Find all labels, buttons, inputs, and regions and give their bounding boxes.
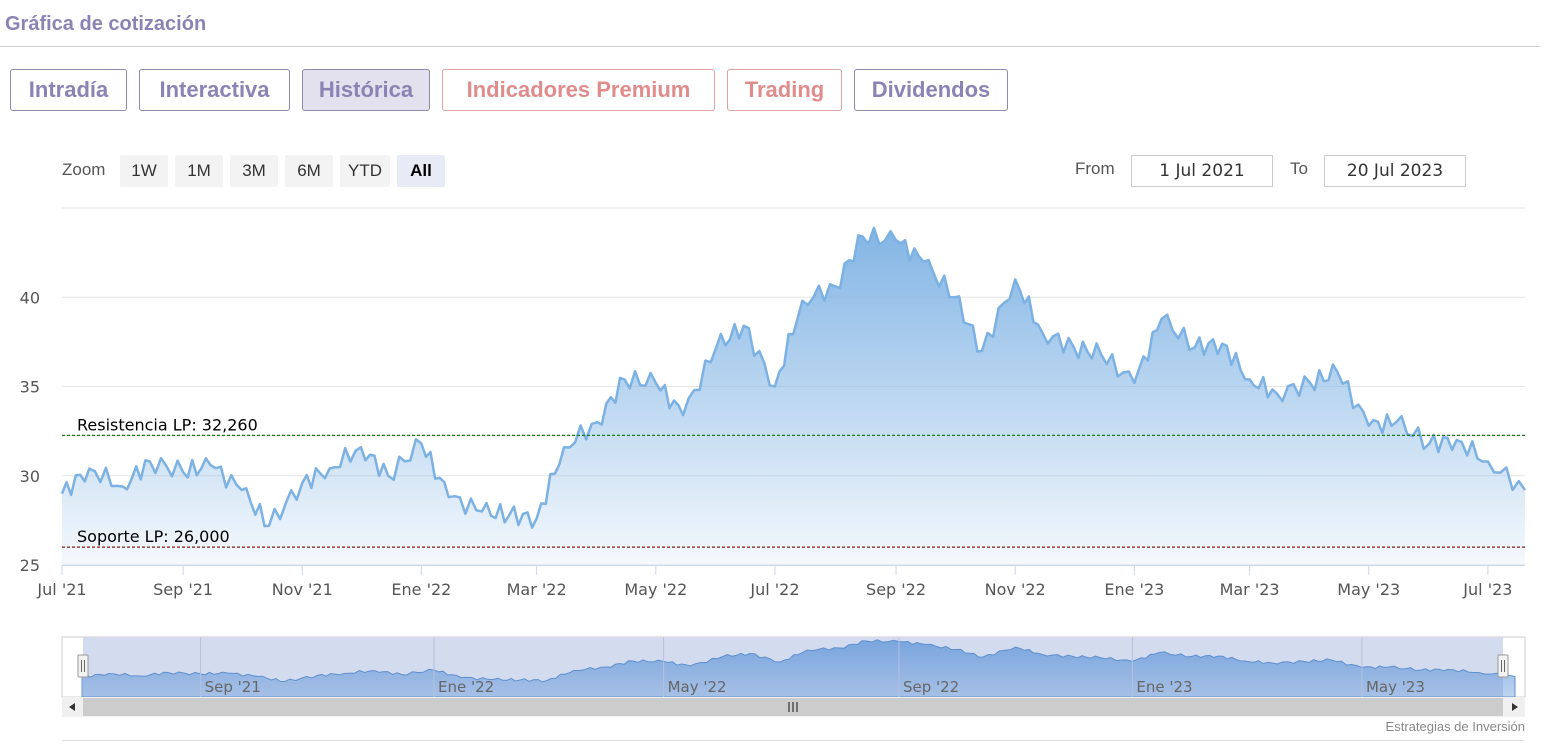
navigator-area [81,639,1516,698]
tab-intradia[interactable]: Intradía [10,69,127,111]
x-tick-label: May '22 [624,580,687,599]
navigator-tick-label: May '23 [1366,678,1425,696]
price-area-fill [62,227,1525,565]
x-tick-label: May '23 [1337,580,1400,599]
zoom-label: Zoom [62,160,106,179]
navigator-selection [83,637,1503,697]
tab-historica[interactable]: Histórica [302,69,430,111]
scroll-right-arrow-icon[interactable] [1512,703,1518,711]
y-tick-label: 40 [20,288,40,307]
x-tick-label: Nov '22 [985,580,1046,599]
tab-trading[interactable]: Trading [727,69,842,111]
zoom-all-button[interactable]: All [397,155,445,187]
x-tick-label: Sep '22 [866,580,926,599]
support-label: Soporte LP: 26,000 [77,527,230,546]
chart-credit[interactable]: Estrategias de Inversión [1385,719,1525,734]
grid-lines [62,207,1525,566]
zoom-ytd-button[interactable]: YTD [340,155,390,187]
resistance-label: Resistencia LP: 32,260 [77,415,258,434]
navigator-frame [61,636,1526,698]
price-line-series [60,226,1527,529]
range-from-input[interactable]: 1 Jul 2021 [1131,155,1273,187]
scrollbar-thumb[interactable] [83,698,1503,716]
x-tick-label: Mar '22 [507,580,567,599]
level-annotations: Resistencia LP: 32,260 Soporte LP: 26,000 [62,415,1525,548]
title-divider [0,46,1540,47]
page-title: Gráfica de cotización [5,13,207,35]
y-tick-label: 30 [20,467,40,486]
scrollbar-track[interactable] [62,697,1525,717]
range-from-label: From [1075,159,1115,178]
x-tick-label: Ene '22 [391,580,451,599]
navigator-tick-label: Sep '21 [205,678,261,696]
axis-labels: 25 30 35 40 Jul '21 Sep '21 Nov '21 Ene '22 Mar … [20,288,1513,599]
range-to-input[interactable]: 20 Jul 2023 [1324,155,1466,187]
zoom-1w-button[interactable]: 1W [120,155,168,187]
navigator-tick-label: Ene '23 [1136,678,1192,696]
x-tick-label: Sep '21 [153,580,213,599]
range-to-label: To [1290,159,1308,178]
zoom-6m-button[interactable]: 6M [285,155,333,187]
y-tick-label: 35 [20,378,40,397]
zoom-3m-button[interactable]: 3M [230,155,278,187]
tab-interactiva[interactable]: Interactiva [139,69,290,111]
navigator-tick-label: Ene '22 [438,678,494,696]
scroll-left-arrow-icon[interactable] [69,703,75,711]
x-tick-label: Mar '23 [1220,580,1280,599]
navigator-right-handle[interactable] [1497,654,1509,678]
x-tick-label: Jul '21 [36,580,86,599]
x-tick-label: Ene '23 [1104,580,1164,599]
x-tick-label: Nov '21 [272,580,333,599]
tab-indicadores-premium[interactable]: Indicadores Premium [442,69,715,111]
tab-dividendos[interactable]: Dividendos [854,69,1008,111]
zoom-1m-button[interactable]: 1M [175,155,223,187]
navigator-left-handle[interactable] [77,654,89,678]
bottom-divider [62,740,1524,741]
x-tick-label: Jul '23 [1462,580,1512,599]
navigator: Sep '21 Ene '22 May '22 Sep '22 Ene '23 May '… [61,636,1526,717]
navigator-tick-label: May '22 [668,678,727,696]
navigator-tick-label: Sep '22 [903,678,959,696]
price-area [62,227,1525,565]
y-tick-label: 25 [20,556,40,575]
x-tick-label: Jul '22 [749,580,799,599]
price-line [60,226,1527,529]
